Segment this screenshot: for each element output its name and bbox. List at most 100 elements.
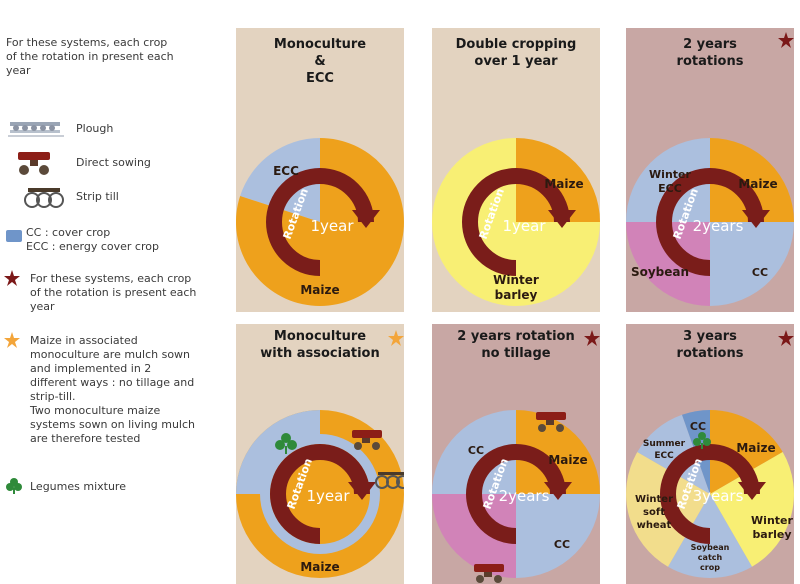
legend-orange-note-line: Maize in associated	[30, 334, 138, 347]
segment-soybean	[432, 494, 516, 578]
label-cc-right: CC	[554, 538, 570, 551]
clover-icon	[275, 433, 297, 454]
label-cc: CC	[752, 266, 768, 279]
panel-title: 2 years rotations	[626, 36, 794, 70]
arrow-head	[738, 482, 766, 500]
panel-monoculture-association: Monoculture with association Rotation 1y…	[236, 324, 404, 584]
label-maize: Maize	[300, 560, 339, 574]
segment-cc-left	[432, 410, 516, 494]
rotation-arrow	[462, 168, 570, 276]
arrow-head	[348, 482, 376, 500]
label-winter: Winter	[649, 168, 691, 181]
red-star-icon	[778, 330, 794, 346]
label-ecc: ECC	[654, 451, 674, 461]
clover-icon	[693, 432, 711, 449]
segment-winter-ecc	[626, 138, 710, 222]
segment-cc	[710, 222, 794, 306]
label-ecc: ECC	[273, 164, 299, 178]
segment-maize	[516, 138, 600, 222]
panel-title: 2 years rotation no tillage	[432, 328, 600, 362]
legend-star-note-line: of the rotation is present each	[30, 286, 197, 299]
label-winter-barley-2: barley	[752, 528, 791, 541]
arrow-head	[544, 482, 572, 500]
label-soybean: Soybean	[691, 543, 730, 552]
arrow-head	[352, 210, 380, 228]
center-label: 3years	[693, 487, 744, 505]
panel-double-cropping: Double cropping over 1 year Rotation 1ye…	[432, 28, 600, 312]
panel-three-years-rotations: 3 years rotations Rotation 3years CC Sum…	[626, 324, 794, 584]
label-winter-wheat-3: wheat	[637, 520, 672, 531]
label-catch: catch	[698, 553, 723, 562]
rotation-arrow	[266, 168, 374, 276]
legend-intro-line: year	[6, 64, 31, 77]
direct-sowing-icon	[352, 430, 382, 450]
label-summer: Summer	[643, 439, 686, 449]
label-maize: Maize	[300, 283, 339, 297]
legend-orange-note-line: systems sown on living mulch	[30, 418, 196, 431]
segment-maize	[236, 138, 404, 306]
legend-intro: For these systems, each crop of the rota…	[6, 36, 174, 78]
legend-star-note: For these systems, each crop of the rota…	[30, 272, 196, 314]
label-ecc: ECC	[658, 182, 682, 195]
rotation-wheel: Rotation 1year Maize Winter barley	[432, 138, 600, 306]
label-barley: barley	[495, 288, 538, 302]
segment-summer-ecc	[637, 414, 710, 494]
direct-sowing-icon	[536, 412, 566, 432]
label-maize: Maize	[548, 453, 587, 467]
panel-title: Monoculture & ECC	[236, 36, 404, 87]
panel-title-line: ECC	[306, 71, 334, 86]
rotation-arrow	[270, 444, 370, 544]
rotation-wheel: Rotation 2years CC Maize CC	[432, 330, 600, 583]
center-label: 1year	[502, 217, 546, 235]
label-cc-left: CC	[468, 444, 484, 457]
segment-maize	[516, 410, 600, 494]
label-winter: Winter	[493, 273, 539, 287]
segment-ecc	[240, 138, 320, 222]
center-label: 2years	[693, 217, 744, 235]
panel-title-line: 3 years	[683, 329, 737, 344]
strip-till-icon	[375, 472, 404, 489]
rotation-wheel: Rotation 3years CC Summer ECC Maize Wint…	[626, 330, 794, 578]
label-maize: Maize	[736, 441, 775, 455]
center-label: 1year	[310, 217, 354, 235]
legend-star-note-line: For these systems, each crop	[30, 272, 192, 285]
panel-two-years-no-tillage: 2 years rotation no tillage Rotation 2ye…	[432, 324, 600, 584]
panel-title: 3 years rotations	[626, 328, 794, 362]
clover-icon	[6, 478, 22, 494]
rotation-wheel: Rotation 1year ECC Maize	[236, 138, 404, 306]
label-soybean: Soybean	[631, 265, 689, 279]
legend-orange-note-line: strip-till.	[30, 390, 76, 403]
label-winter-wheat-2: soft	[643, 507, 665, 518]
panel-title-line: &	[314, 54, 326, 69]
rotation-arrow	[660, 444, 760, 544]
legend-legumes-label: Legumes mixture	[30, 480, 126, 493]
legend-orange-note-line: and implemented in 2	[30, 362, 152, 375]
legend-star-note-line: year	[30, 300, 55, 313]
arrow-head	[742, 210, 770, 228]
panel-title-line: Monoculture	[273, 329, 367, 344]
panel-title: Monoculture with association	[236, 328, 404, 362]
segment-winter-barley	[710, 452, 794, 567]
panel-title-line: Monoculture	[273, 37, 367, 52]
red-star-icon	[4, 270, 20, 286]
segment-winter-barley	[432, 138, 600, 306]
panel-title-line: Double cropping	[455, 37, 577, 52]
cover-crop-swatch	[6, 230, 22, 242]
panel-title-line: 2 years rotation	[457, 329, 575, 344]
center-label: 2years	[499, 487, 550, 505]
legend-ecc-def: ECC : energy cover crop	[26, 240, 159, 253]
legend-orange-note-line: Two monoculture maize	[30, 404, 161, 417]
panel-title-line: rotations	[676, 54, 744, 69]
legend-orange-note-line: different ways : no tillage and	[30, 376, 195, 389]
label-cc: CC	[690, 420, 706, 433]
label-winter-wheat-1: Winter	[635, 494, 673, 505]
legend-orange-note: Maize in associated monoculture are mulc…	[30, 334, 195, 446]
panel-title-line: with association	[260, 346, 380, 361]
rotation-arrow	[466, 444, 566, 544]
legend-orange-note-line: monoculture are mulch sown	[30, 348, 191, 361]
legend-cc-def: CC : cover crop	[26, 226, 111, 239]
legend-direct-sowing-label: Direct sowing	[76, 156, 151, 169]
rotation-wheel: Rotation 2years Winter ECC Maize Soybean…	[626, 32, 794, 306]
legend-orange-note-line: are therefore tested	[30, 432, 141, 445]
label-maize: Maize	[544, 177, 583, 191]
